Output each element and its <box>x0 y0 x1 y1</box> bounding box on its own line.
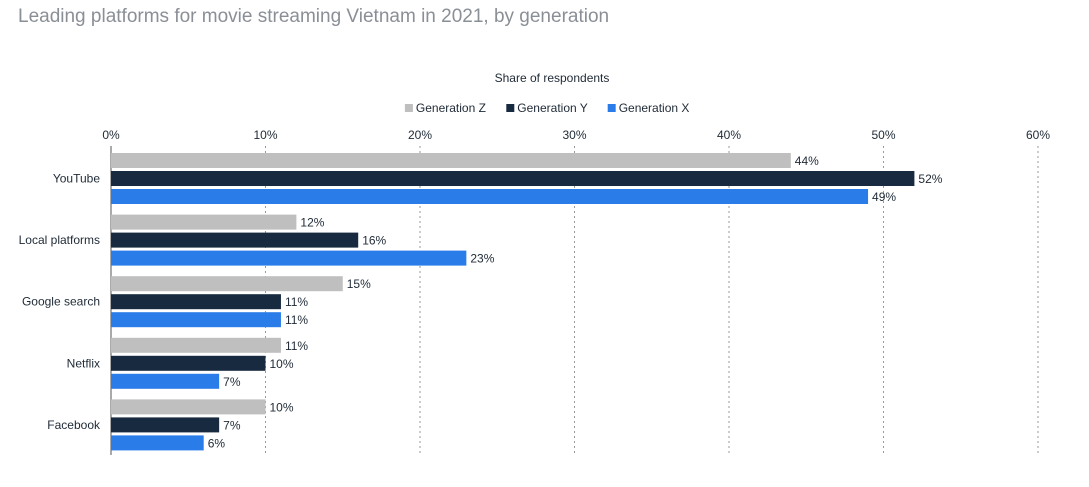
bar <box>111 435 204 451</box>
bar <box>111 232 359 248</box>
bar-value-label: 49% <box>872 190 896 204</box>
bar <box>111 399 266 415</box>
bar <box>111 417 220 433</box>
legend: Generation Z Generation Y Generation X <box>404 101 690 115</box>
bar <box>111 189 869 204</box>
bar <box>111 337 281 353</box>
bar-value-label: 44% <box>795 154 819 168</box>
category-label: Google search <box>22 295 100 309</box>
x-tick-label: 0% <box>102 128 120 142</box>
bar-value-label: 11% <box>285 295 308 309</box>
bar-value-label: 10% <box>270 357 294 371</box>
x-tick-label: 10% <box>253 128 277 142</box>
bar <box>111 312 281 328</box>
bar-value-label: 15% <box>347 277 371 291</box>
category-label: YouTube <box>53 172 100 186</box>
bar-value-label: 11% <box>285 313 308 327</box>
bar-value-label: 12% <box>300 216 324 230</box>
bar-value-label: 7% <box>223 375 241 389</box>
bar <box>111 250 467 266</box>
bar-value-label: 10% <box>270 400 294 414</box>
bar <box>111 214 297 230</box>
bar-value-label: 7% <box>223 418 241 432</box>
legend-label: Generation Z <box>416 101 486 115</box>
bar-value-label: 52% <box>918 172 942 186</box>
legend-item: Generation Z <box>404 101 486 115</box>
bar-value-label: 11% <box>285 339 308 353</box>
legend-swatch <box>506 104 515 112</box>
category-label: Local platforms <box>19 233 100 247</box>
bar <box>111 153 791 168</box>
bars: 44% 52% 49% 12% 16% 23% 15% 11% 11% 11% 10% 7% 10% 7%… <box>111 153 943 451</box>
x-tick-label: 30% <box>562 128 586 142</box>
axis-title: Share of respondents <box>495 71 610 85</box>
category-label: Netflix <box>67 356 100 370</box>
category-labels: YouTube Local platforms Google search Netfl… <box>19 172 101 432</box>
category-label: Facebook <box>47 418 101 432</box>
legend-swatch <box>404 104 413 112</box>
bar-value-label: 23% <box>470 252 494 266</box>
bar-value-label: 16% <box>362 234 386 248</box>
x-tick-label: 20% <box>408 128 432 142</box>
page-title: Leading platforms for movie streaming Vi… <box>18 6 610 27</box>
bar <box>111 355 266 371</box>
bar <box>111 373 220 389</box>
bar-value-label: 6% <box>208 436 226 450</box>
bar <box>111 171 915 186</box>
x-tick-label: 40% <box>717 128 741 142</box>
legend-label: Generation Y <box>517 101 588 115</box>
x-tick-label: 60% <box>1026 128 1050 142</box>
legend-label: Generation X <box>619 101 690 115</box>
legend-swatch <box>607 104 616 112</box>
legend-item: Generation Y <box>506 101 588 115</box>
bar <box>111 294 281 310</box>
x-tick-label: 50% <box>871 128 895 142</box>
x-axis-ticks: 0% 10% 20% 30% 40% 50% 60% <box>102 128 1050 142</box>
legend-item: Generation X <box>607 101 690 115</box>
bar <box>111 276 343 292</box>
